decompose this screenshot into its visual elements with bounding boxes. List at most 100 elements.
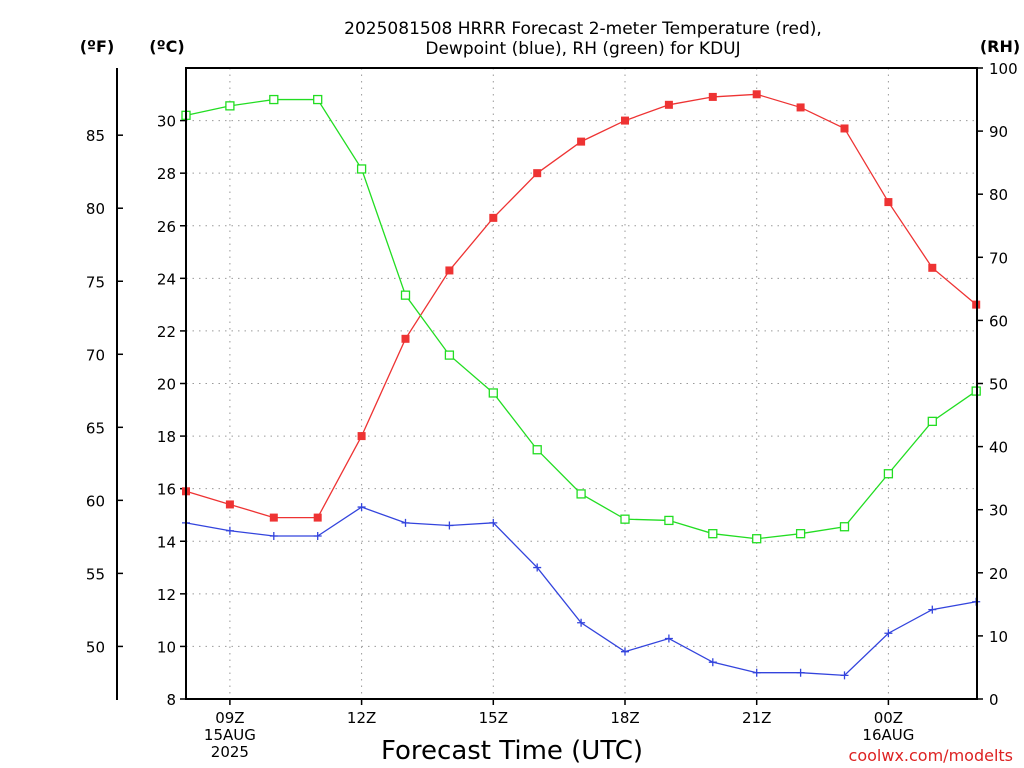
- celsius-tick-label: 20: [157, 376, 176, 394]
- rh-series: [181, 94, 981, 544]
- temp-point: [489, 213, 498, 222]
- celsius-tick-label: 26: [157, 218, 176, 236]
- temp-point: [884, 198, 893, 207]
- rh-tick-label: 10: [989, 628, 1008, 646]
- x-tick-label: 18Z: [610, 709, 639, 727]
- data-series: [181, 90, 981, 680]
- celsius-unit-label: (ºC): [149, 37, 184, 56]
- rh-point: [708, 529, 718, 539]
- rh-point: [795, 529, 806, 539]
- x-tick-label: 21Z: [742, 709, 771, 727]
- temp-point: [313, 513, 322, 522]
- credit-text: coolwx.com/modelts: [849, 746, 1013, 765]
- x-tick-label: 09Z: [215, 709, 244, 727]
- dewpoint-point: [533, 563, 542, 572]
- fahrenheit-tick-label: 85: [86, 127, 105, 145]
- x-tick-label: 00Z: [874, 709, 903, 727]
- rh-tick-label: 0: [989, 691, 999, 709]
- fahrenheit-tick-label: 75: [86, 273, 105, 291]
- temp-point: [621, 116, 629, 125]
- temp-point: [708, 92, 717, 101]
- celsius-tick-label: 28: [157, 165, 176, 183]
- dewpoint-point: [401, 518, 410, 527]
- temp-line: [185, 93, 977, 519]
- fahrenheit-unit-label: (ºF): [80, 37, 115, 56]
- fahrenheit-tick-label: 55: [86, 565, 105, 583]
- celsius-tick-label: 22: [157, 323, 176, 341]
- rh-tick-label: 30: [989, 502, 1008, 520]
- rh-point: [225, 101, 235, 111]
- temp-point: [840, 124, 849, 133]
- chart-title-line-1: 2025081508 HRRR Forecast 2-meter Tempera…: [344, 19, 822, 39]
- dewpoint-point: [928, 605, 937, 614]
- dewpoint-point: [489, 518, 498, 527]
- rh-point: [752, 534, 762, 544]
- x-tick-label: 12Z: [347, 709, 376, 727]
- x-tick-label: 16AUG: [862, 726, 914, 744]
- dewpoint-point: [225, 526, 234, 535]
- celsius-tick-label: 16: [157, 481, 176, 499]
- dewpoint-point: [884, 629, 893, 638]
- dewpoint-point: [357, 503, 366, 512]
- dewpoint-point: [664, 634, 673, 643]
- temp-point: [269, 513, 278, 522]
- rh-tick-label: 60: [989, 312, 1008, 330]
- rh-tick-label: 20: [989, 565, 1008, 583]
- dewpoint-point: [577, 618, 586, 627]
- dewpoint-series: [182, 503, 981, 680]
- rh-point: [532, 445, 542, 455]
- rh-line: [185, 98, 977, 540]
- celsius-tick-label: 24: [157, 270, 176, 288]
- plot-frame: [185, 67, 978, 700]
- rh-point: [883, 469, 894, 479]
- rh-tick-label: 40: [989, 439, 1008, 457]
- rh-point: [313, 94, 323, 105]
- dewpoint-point: [269, 531, 278, 540]
- chart-title-line-2: Dewpoint (blue), RH (green) for KDUJ: [425, 39, 740, 59]
- dewpoint-point: [796, 668, 805, 677]
- dewpoint-point: [313, 531, 322, 540]
- fahrenheit-tick-label: 50: [86, 638, 105, 656]
- gridlines: [186, 68, 977, 699]
- dewpoint-point: [621, 647, 629, 656]
- temp-point: [752, 90, 761, 99]
- rh-point: [356, 164, 367, 174]
- celsius-tick-label: 14: [157, 533, 176, 551]
- rh-point: [839, 522, 850, 532]
- temp-point: [357, 432, 366, 441]
- x-tick-label: 2025: [211, 743, 249, 761]
- rh-point: [620, 514, 630, 524]
- rh-point: [488, 388, 498, 398]
- fahrenheit-tick-label: 70: [86, 346, 105, 364]
- dewpoint-point: [840, 671, 849, 680]
- rh-point: [269, 94, 279, 105]
- rh-tick-label: 80: [989, 186, 1008, 204]
- rh-tick-label: 100: [989, 60, 1018, 78]
- fahrenheit-tick-label: 60: [86, 492, 105, 510]
- celsius-tick-label: 18: [157, 428, 176, 446]
- dewpoint-point: [752, 668, 761, 677]
- rh-point: [664, 515, 674, 526]
- x-axis-label: Forecast Time (UTC): [381, 736, 643, 766]
- rh-point: [444, 350, 455, 360]
- temp-point: [577, 137, 586, 146]
- rh-point: [400, 290, 411, 300]
- celsius-tick-label: 8: [166, 691, 176, 709]
- fahrenheit-tick-label: 80: [86, 200, 105, 218]
- rh-axis: 0 10 20 30 40 50 60 70 80 90 100: [977, 60, 1018, 709]
- celsius-tick-label: 10: [157, 638, 176, 656]
- celsius-axis: 8 10 12 14 16 18 20 22 24 26 28 30: [157, 113, 186, 709]
- celsius-tick-label: 12: [157, 586, 176, 604]
- chart-title: 2025081508 HRRR Forecast 2-meter Tempera…: [344, 19, 822, 59]
- x-tick-label: 15AUG: [204, 726, 256, 744]
- fahrenheit-axis: 50 55 60 65 70 75 80 85: [86, 127, 123, 656]
- temp-point: [225, 500, 234, 509]
- rh-unit-label: (RH): [980, 37, 1020, 56]
- temp-series: [182, 90, 981, 522]
- temp-point: [401, 334, 410, 343]
- dewpoint-point: [708, 658, 717, 667]
- temp-point: [533, 169, 542, 178]
- dewpoint-point: [445, 521, 454, 530]
